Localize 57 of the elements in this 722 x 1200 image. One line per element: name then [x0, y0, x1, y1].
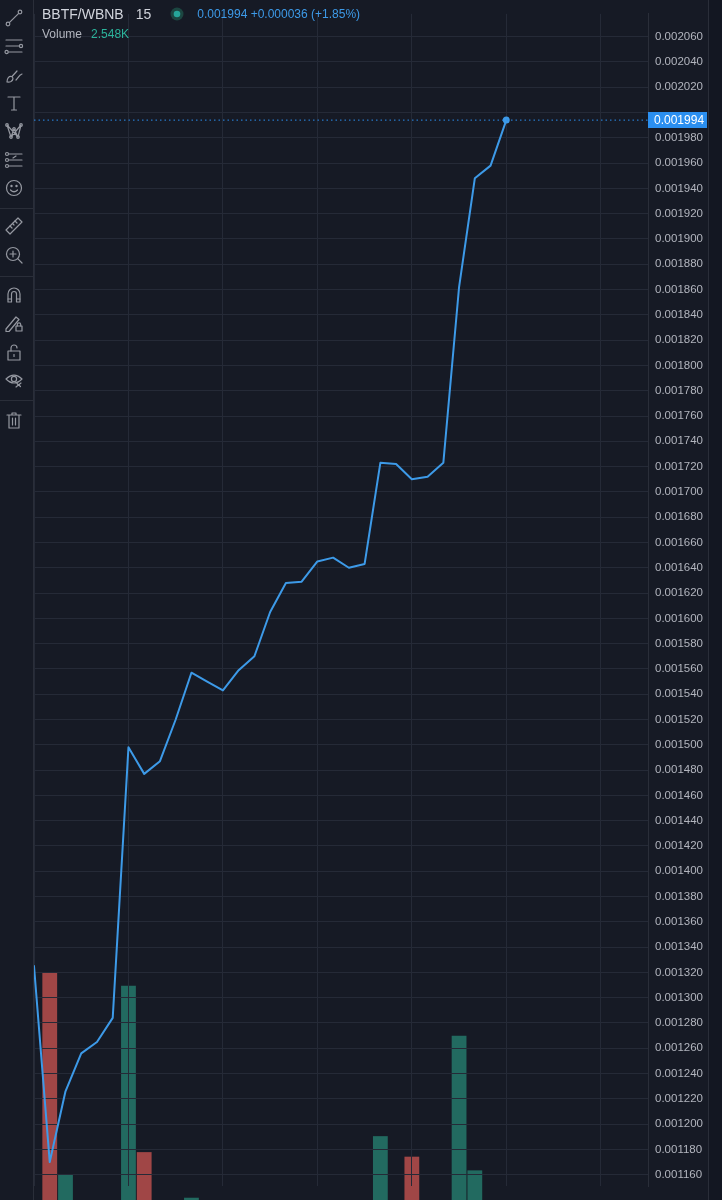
y-tick-label: 0.001500 — [655, 737, 703, 750]
y-tick-label: 0.001260 — [655, 1041, 703, 1054]
y-tick-label: 0.001980 — [655, 130, 703, 143]
y-tick-label: 0.001700 — [655, 485, 703, 498]
y-tick-label: 0.001220 — [655, 1092, 703, 1105]
y-tick-label: 0.001380 — [655, 889, 703, 902]
y-tick-label: 0.001300 — [655, 990, 703, 1003]
y-tick-label: 0.001360 — [655, 914, 703, 927]
y-tick-label: 0.001560 — [655, 662, 703, 675]
y-tick-label: 0.001660 — [655, 535, 703, 548]
ref-line-label: 0.001994 — [654, 112, 705, 127]
bar — [121, 985, 136, 1200]
y-tick-label: 0.001540 — [655, 687, 703, 700]
annotation: 2.548K — [91, 27, 130, 41]
y-tick-label: 0.001280 — [655, 1016, 703, 1029]
bar — [136, 1152, 152, 1200]
y-tick-label: 0.001840 — [655, 308, 703, 321]
y-tick-label: 0.001200 — [655, 1117, 703, 1130]
y-tick-label: 0.001960 — [655, 156, 703, 169]
chart-title: Volume — [42, 27, 83, 41]
y-tick-label: 0.001180 — [655, 1142, 703, 1155]
y-tick-label: 0.002020 — [655, 80, 703, 93]
y-tick-label: 0.001780 — [655, 383, 703, 396]
y-tick-label: 0.001240 — [655, 1066, 703, 1079]
y-tick-label: 0.001480 — [655, 763, 703, 776]
y-tick-label: 0.001820 — [655, 333, 703, 346]
y-tick-label: 0.001640 — [655, 560, 703, 573]
y-tick-label: 0.001520 — [655, 712, 703, 725]
bar — [42, 972, 58, 1200]
annotation: 0.001994 +0.000036 (+1.85%) — [197, 7, 361, 21]
y-tick-label: 0.002040 — [655, 55, 703, 68]
y-tick-label: 0.001440 — [655, 813, 703, 826]
y-tick-label: 0.001160 — [655, 1167, 703, 1180]
y-tick-label: 0.001320 — [655, 965, 703, 978]
y-tick-label: 0.002060 — [655, 29, 703, 42]
y-tick-label: 0.001600 — [655, 611, 703, 624]
y-tick-label: 0.001860 — [655, 282, 703, 295]
y-tick-label: 0.001580 — [655, 636, 703, 649]
bar — [58, 1174, 73, 1200]
y-tick-label: 0.001460 — [655, 788, 703, 801]
y-tick-label: 0.001420 — [655, 839, 703, 852]
y-tick-label: 0.001940 — [655, 181, 703, 194]
y-tick-label: 0.001800 — [655, 358, 703, 371]
y-tick-label: 0.001680 — [655, 510, 703, 523]
y-tick-label: 0.001760 — [655, 409, 703, 422]
y-tick-label: 0.001880 — [655, 257, 703, 270]
y-tick-label: 0.001900 — [655, 232, 703, 245]
bar — [404, 1156, 420, 1200]
y-tick-label: 0.001620 — [655, 586, 703, 599]
chart-title: BBTF/WBNB — [42, 6, 124, 22]
chart-subtitle: 15 — [135, 6, 152, 22]
y-tick-label: 0.001920 — [655, 206, 703, 219]
y-tick-label: 0.001400 — [655, 864, 703, 877]
bar — [372, 1136, 388, 1200]
y-tick-label: 0.001720 — [655, 459, 703, 472]
y-tick-label: 0.001740 — [655, 434, 703, 447]
y-tick-label: 0.001340 — [655, 940, 703, 953]
